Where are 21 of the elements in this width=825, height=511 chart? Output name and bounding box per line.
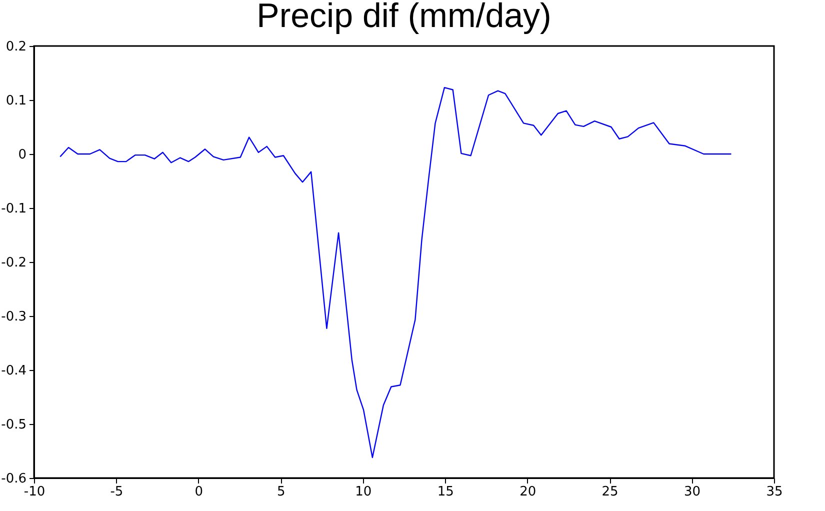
x-tick-label: -10 xyxy=(24,484,46,500)
x-tick-label: 0 xyxy=(194,484,204,500)
x-tick-label: 10 xyxy=(355,484,372,500)
y-tick-label: -0.2 xyxy=(1,256,26,270)
y-tick-label: 0 xyxy=(18,148,26,162)
y-tick-label: 0.2 xyxy=(6,40,26,54)
y-tick-label: -0.3 xyxy=(1,310,26,324)
x-tick-label: 5 xyxy=(277,484,286,500)
x-tick-label: 20 xyxy=(520,484,536,500)
x-tick-label: -5 xyxy=(110,484,124,500)
y-tick-label: 0.1 xyxy=(6,94,26,108)
y-tick-label: -0.4 xyxy=(1,364,26,378)
x-tick-label: 15 xyxy=(437,484,454,500)
y-tick-label: -0.5 xyxy=(1,418,26,432)
x-tick-label: 25 xyxy=(602,484,618,500)
y-tick-label: -0.6 xyxy=(1,472,26,486)
line-series xyxy=(60,86,732,458)
chart-title: Precip dif (mm/day) xyxy=(256,0,552,35)
x-tick-label: 35 xyxy=(766,484,783,500)
x-tick-label: 30 xyxy=(684,484,701,500)
y-tick-label: -0.1 xyxy=(1,202,26,216)
